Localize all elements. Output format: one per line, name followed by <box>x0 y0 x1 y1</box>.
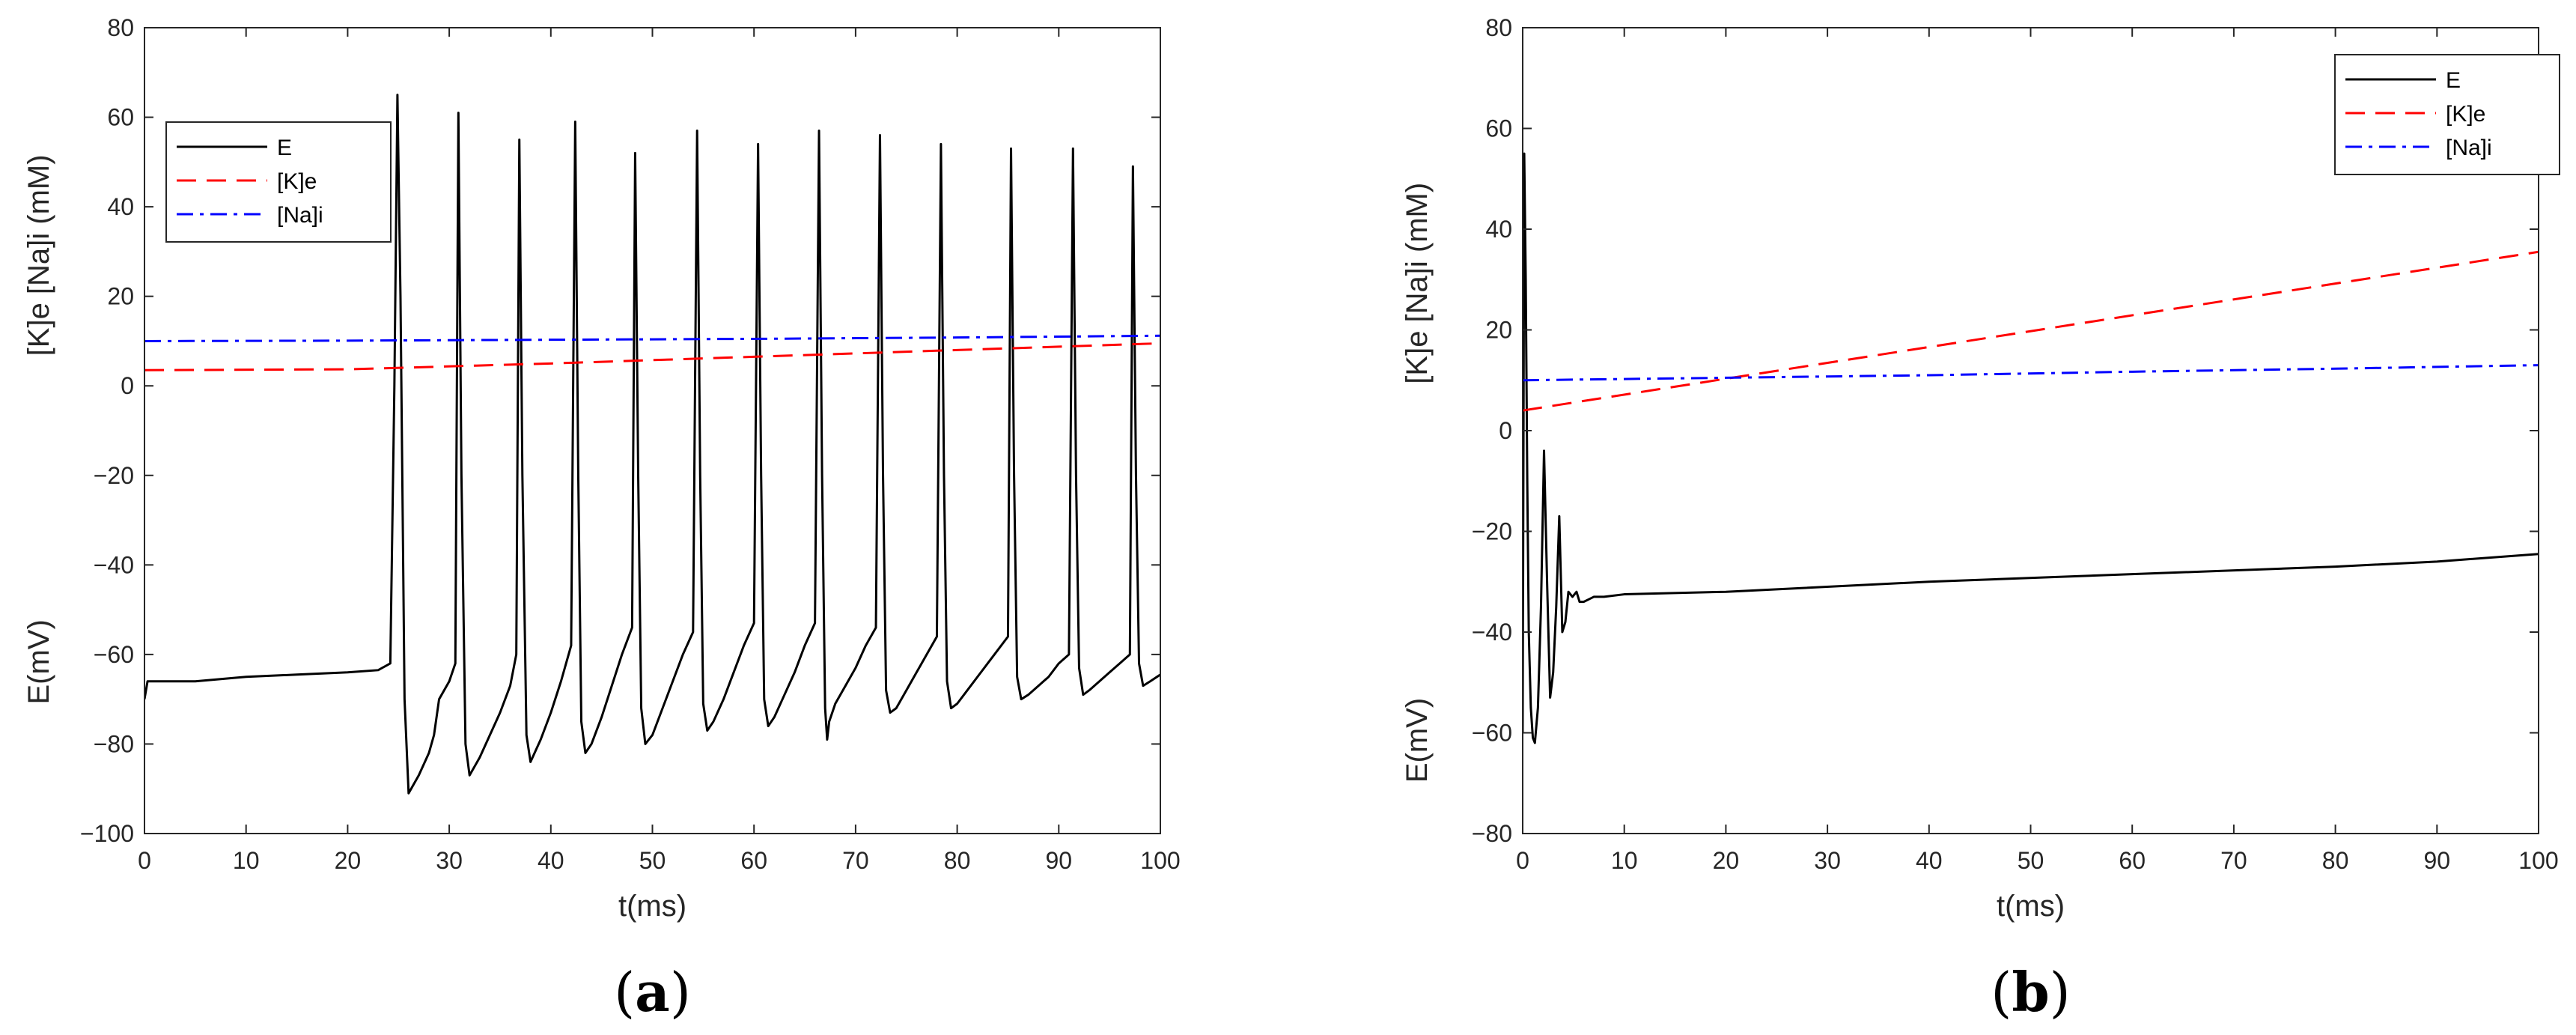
chart-a-x-tick-label: 100 <box>1140 847 1180 874</box>
chart-a-y-tick-label: 60 <box>107 104 134 131</box>
chart-b-series-group <box>1523 152 2539 744</box>
chart-a-y-tick-label: 40 <box>107 193 134 220</box>
chart-a-x-tick-label: 40 <box>538 847 564 874</box>
chart-a-legend: E [K]e [Na]i <box>165 121 392 243</box>
chart-a-x-tick-label: 70 <box>842 847 869 874</box>
chart-b-y-axis-label-voltage: E(mV) <box>1401 698 1434 783</box>
chart-a-x-tick-label: 90 <box>1046 847 1073 874</box>
chart-a-x-axis-label: t(ms) <box>618 890 686 923</box>
chart-b-x-tick-label: 10 <box>1611 847 1638 874</box>
chart-b-y-tick-label: −80 <box>1472 820 1512 847</box>
chart-b-y-tick-label: 0 <box>1499 417 1512 444</box>
chart-b-x-tick-label: 20 <box>1713 847 1740 874</box>
chart-a-y-axis-label-voltage: E(mV) <box>22 619 55 704</box>
panel-b: 0 10 20 30 40 50 60 70 80 90 100 −80 −60 −40 −20 0 20 40 6… <box>1401 14 2560 1024</box>
chart-b-x-tick-label: 0 <box>1516 847 1529 874</box>
panel-label-b: (b) <box>1991 960 2071 1024</box>
chart-a-series-ke-line <box>144 342 1160 371</box>
chart-a-y-tick-label: 20 <box>107 283 134 310</box>
chart-a-x-tick-label: 30 <box>436 847 463 874</box>
chart-a-y-tick-label: −100 <box>80 820 134 847</box>
chart-b-x-tick-label: 100 <box>2518 847 2558 874</box>
chart-a-y-tick-label: −80 <box>94 730 134 757</box>
chart-a-x-tick-label: 10 <box>233 847 260 874</box>
chart-a-y-tick-label: −20 <box>94 462 134 489</box>
chart-a-y-tick-label: 80 <box>107 14 134 41</box>
chart-a-series-nai-line <box>144 334 1160 342</box>
chart-b-x-axis-label: t(ms) <box>1997 890 2065 923</box>
chart-b-x-tick-label: 80 <box>2322 847 2349 874</box>
chart-b-legend-label: E <box>2446 68 2461 93</box>
chart-a-y-tick-label: −60 <box>94 641 134 668</box>
chart-b-x-tick-label: 40 <box>1916 847 1943 874</box>
panel-a: 0 10 20 30 40 50 60 70 80 90 100 −100 −80 −60 −40 −20 0 2… <box>22 14 1181 1024</box>
chart-b-y-tick-label: −20 <box>1472 518 1512 545</box>
chart-b-legend-label: [K]e <box>2446 102 2485 127</box>
chart-a-series-group <box>144 94 1160 795</box>
chart-b-legend-label: [Na]i <box>2446 136 2492 160</box>
chart-a-legend-box <box>165 121 392 243</box>
chart-a-y-tick-label: 0 <box>121 372 134 399</box>
chart-a-x-tick-label: 50 <box>639 847 666 874</box>
chart-b-y-tick-label: −40 <box>1472 619 1512 646</box>
chart-b-x-tick-label: 30 <box>1814 847 1841 874</box>
chart-b-y-tick-label: 80 <box>1485 14 1512 41</box>
chart-b-y-tick-label: −60 <box>1472 720 1512 747</box>
chart-a-x-tick-label: 20 <box>335 847 362 874</box>
chart-a-legend-label: E <box>277 136 292 160</box>
chart-a-series-e-line <box>144 94 1160 795</box>
chart-b-x-tick-label: 70 <box>2220 847 2247 874</box>
panel-label-a: (a) <box>614 960 691 1024</box>
chart-b-y-tick-label: 60 <box>1485 115 1512 142</box>
chart-b-series-e-line <box>1523 152 2539 744</box>
chart-a-x-tick-label: 0 <box>138 847 151 874</box>
chart-a-x-tick-label: 60 <box>740 847 767 874</box>
chart-b-legend: E [K]e [Na]i <box>2334 54 2560 175</box>
chart-a-y-tick-label: −40 <box>94 551 134 578</box>
chart-a-x-tick-label: 80 <box>944 847 971 874</box>
chart-b-y-tick-label: 20 <box>1485 317 1512 344</box>
chart-b-y-axis-label-concentration: [K]e [Na]i (mM) <box>1401 183 1434 384</box>
chart-b-x-tick-label: 90 <box>2424 847 2451 874</box>
chart-b-series-nai-line <box>1523 364 2539 382</box>
chart-b-series-ke-line <box>1523 250 2539 412</box>
chart-b-x-tick-label: 60 <box>2119 847 2146 874</box>
chart-a-y-axis-label-concentration: [K]e [Na]i (mM) <box>22 154 55 356</box>
chart-a-legend-label: [K]e <box>277 169 317 194</box>
chart-b-x-tick-label: 50 <box>2018 847 2044 874</box>
chart-b-legend-box <box>2334 54 2560 175</box>
chart-a-legend-label: [Na]i <box>277 203 323 228</box>
chart-b-y-tick-label: 40 <box>1485 216 1512 243</box>
